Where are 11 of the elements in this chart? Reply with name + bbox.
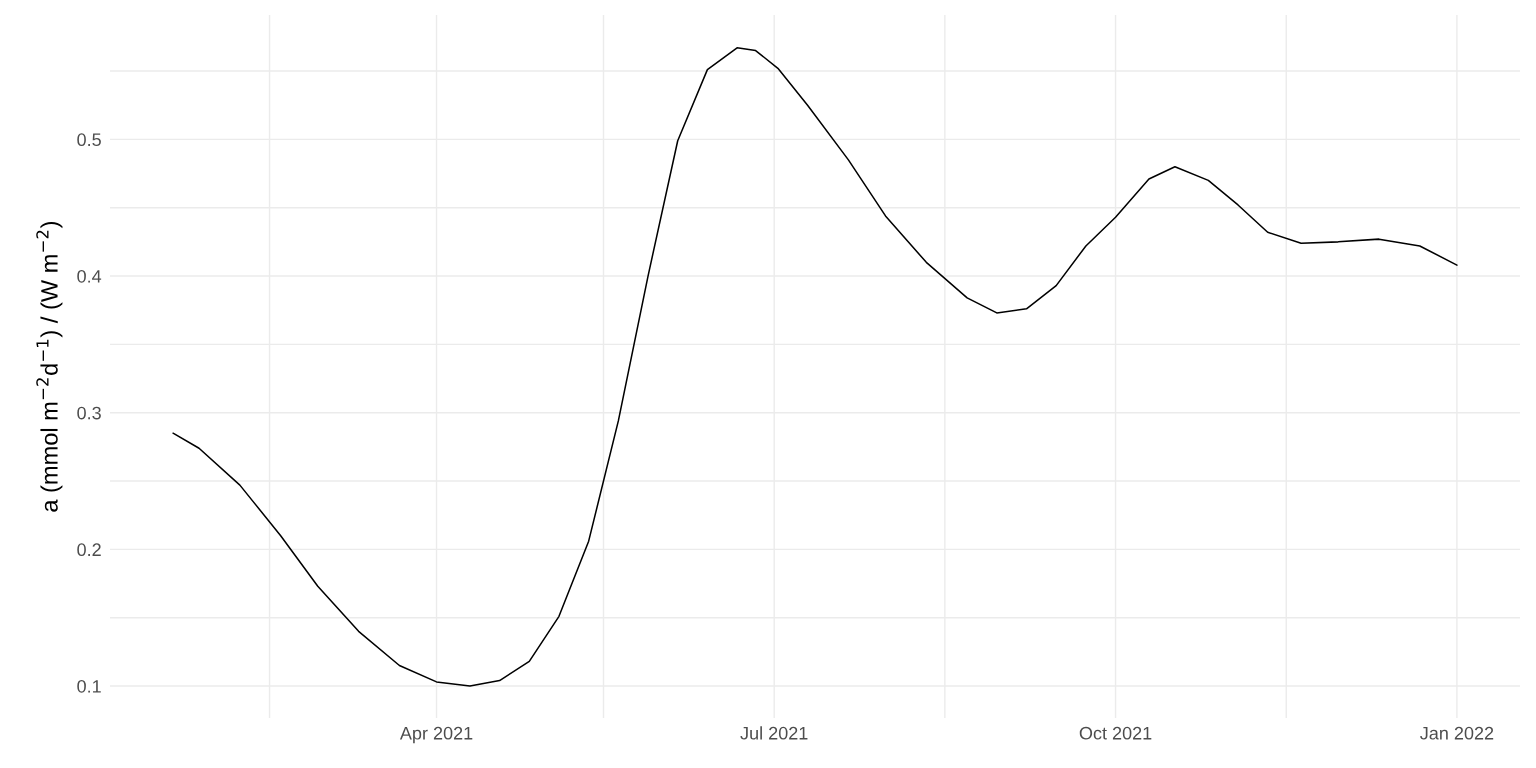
x-tick-label: Jan 2022 xyxy=(1420,726,1494,740)
y-tick-label: 0.2 xyxy=(77,543,101,557)
x-tick-label: Oct 2021 xyxy=(1079,726,1152,740)
y-tick-label: 0.5 xyxy=(77,133,101,147)
line-series xyxy=(172,47,1458,687)
y-tick-label: 0.4 xyxy=(77,269,102,283)
y-axis-title: a (mmol m$^{−2}$d$^{−1}$) / (W m$^{−2}$) xyxy=(36,222,63,512)
y-tick-label: 0.3 xyxy=(77,406,101,420)
x-tick-label: Jul 2021 xyxy=(740,726,808,740)
x-tick-label: Apr 2021 xyxy=(399,726,473,744)
y-tick-label: 0.1 xyxy=(77,679,101,693)
